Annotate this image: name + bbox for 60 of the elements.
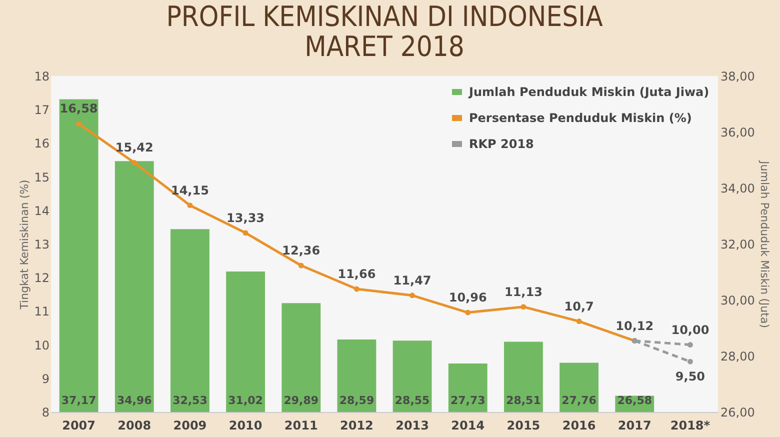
y2-tick-label: 26,00 <box>720 406 755 420</box>
y-tick-label: 11 <box>34 304 50 319</box>
x-tick-label: 2013 <box>396 418 429 432</box>
data-label: 16,58 <box>60 102 98 116</box>
data-label: 27,73 <box>450 394 486 407</box>
x-tick-label: 2016 <box>562 418 596 432</box>
x-tick-label: 2010 <box>228 418 262 432</box>
legend-label: RKP 2018 <box>469 137 534 151</box>
data-label: 15,42 <box>115 140 154 155</box>
legend-label: Jumlah Penduduk Miskin (Juta Jiwa) <box>468 85 710 99</box>
x-tick-label: 2009 <box>173 418 207 432</box>
x-tick-label: 2007 <box>62 418 96 432</box>
y2-tick-label: 32,00 <box>720 238 755 252</box>
y-tick-label: 17 <box>34 103 50 118</box>
data-label: 28,55 <box>394 394 430 407</box>
data-label: 29,89 <box>284 394 319 407</box>
y-tick-label: 14 <box>34 204 50 218</box>
data-label: 9,50 <box>675 370 706 384</box>
y-tick-label: 8 <box>42 406 50 420</box>
data-label: 27,76 <box>562 394 597 407</box>
legend-label: Persentase Penduduk Miskin (%) <box>469 111 692 125</box>
x-tick-label: 2017 <box>618 418 652 432</box>
data-label: 11,13 <box>504 284 542 299</box>
data-label: 10,7 <box>564 299 594 314</box>
x-tick-label: 2018* <box>670 418 711 432</box>
y-tick-label: 13 <box>34 238 50 252</box>
x-tick-label: 2012 <box>340 418 374 432</box>
x-tick-label: 2014 <box>451 418 485 432</box>
data-label: 34,96 <box>116 394 152 407</box>
y2-tick-label: 36,00 <box>720 126 755 140</box>
data-label: 11,66 <box>338 267 376 282</box>
data-label: 28,51 <box>506 394 541 407</box>
x-tick-label: 2015 <box>506 418 540 432</box>
y-tick-label: 16 <box>34 136 50 151</box>
data-label: 37,17 <box>61 394 96 407</box>
y2-axis-title: Jumlah Penduduk Miskin (Juta) <box>758 160 771 328</box>
y-tick-label: 10 <box>34 338 50 352</box>
data-label: 10,96 <box>448 290 487 305</box>
chart-title: PROFIL KEMISKINAN DI INDONESIA MARET 2018 <box>166 0 604 63</box>
data-label: 26,58 <box>617 394 652 407</box>
data-label: 13,33 <box>226 210 265 225</box>
data-label: 31,02 <box>228 394 263 407</box>
y-tick-label: 18 <box>34 70 50 84</box>
data-label: 10,12 <box>616 318 654 333</box>
y-tick-label: 12 <box>34 271 50 286</box>
data-label: 32,53 <box>172 394 208 407</box>
y-axis-title: Tingkat Kemiskinan (%) <box>18 180 32 310</box>
x-tick-label: 2011 <box>284 418 318 432</box>
y2-tick-label: 38,00 <box>720 70 755 84</box>
data-label: 28,59 <box>339 394 374 407</box>
y-tick-label: 15 <box>34 170 50 184</box>
data-label: 11,47 <box>393 273 432 288</box>
data-label: 14,15 <box>170 183 209 198</box>
y2-tick-label: 28,00 <box>720 350 755 364</box>
y2-tick-label: 34,00 <box>720 182 755 196</box>
y2-tick-label: 30,00 <box>720 294 755 308</box>
data-label: 12,36 <box>282 244 320 258</box>
data-label: 10,00 <box>671 322 710 337</box>
y-tick-label: 9 <box>42 372 50 386</box>
x-tick-label: 2008 <box>118 418 152 432</box>
